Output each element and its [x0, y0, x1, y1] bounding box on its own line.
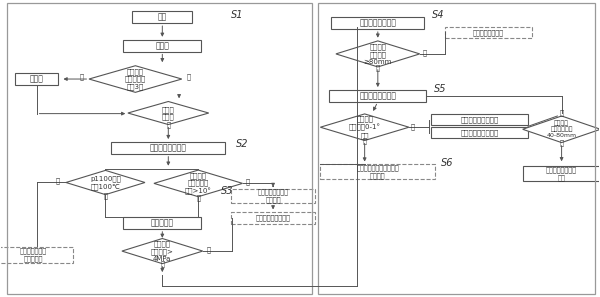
Text: 自动调平系统启动: 自动调平系统启动 — [359, 91, 397, 100]
FancyBboxPatch shape — [523, 166, 600, 181]
Polygon shape — [122, 238, 203, 264]
Polygon shape — [89, 66, 182, 92]
Text: 行程位移
传感器值
≥80mm: 行程位移 传感器值 ≥80mm — [364, 43, 392, 64]
Text: 是: 是 — [55, 178, 59, 184]
Text: 继续按照定转速运行: 继续按照定转速运行 — [256, 215, 290, 221]
Text: S1: S1 — [231, 10, 244, 20]
FancyBboxPatch shape — [112, 142, 225, 154]
Polygon shape — [66, 170, 145, 195]
Text: 开始: 开始 — [158, 12, 167, 21]
FancyBboxPatch shape — [445, 27, 532, 38]
Text: 是: 是 — [246, 178, 250, 185]
FancyBboxPatch shape — [231, 189, 315, 203]
Text: 提示无法运行支
腿液压系统: 提示无法运行支 腿液压系统 — [20, 248, 47, 262]
Text: 是: 是 — [80, 74, 84, 80]
Text: 继续保持转速运行: 继续保持转速运行 — [473, 29, 504, 36]
Text: 液压泵按转速运行: 液压泵按转速运行 — [359, 19, 397, 28]
Text: 是: 是 — [160, 261, 164, 267]
FancyBboxPatch shape — [431, 114, 528, 125]
Text: 否: 否 — [196, 194, 200, 200]
FancyBboxPatch shape — [133, 11, 192, 23]
Text: S2: S2 — [236, 139, 248, 149]
Text: 否: 否 — [411, 123, 415, 129]
Text: 倾角传感
器度数在0-1°
之间: 倾角传感 器度数在0-1° 之间 — [349, 116, 380, 139]
Text: 是: 是 — [362, 138, 367, 144]
Text: p1100温度
达到100℃: p1100温度 达到100℃ — [90, 176, 121, 189]
Text: 行程位移
传感器值是否
40-80mm: 行程位移 传感器值是否 40-80mm — [547, 120, 577, 138]
Text: 检查是否
初始化次数
超过3次: 检查是否 初始化次数 超过3次 — [125, 68, 146, 90]
Text: 测量是
否正常: 测量是 否正常 — [162, 106, 175, 120]
Text: 是: 是 — [560, 109, 563, 116]
Text: S3: S3 — [220, 186, 233, 196]
Text: 是: 是 — [166, 121, 170, 128]
Text: 前支腿油缸伸缩运动: 前支腿油缸伸缩运动 — [460, 116, 499, 123]
Text: S6: S6 — [440, 158, 453, 168]
Text: 提示无法运行支腿
液压系统: 提示无法运行支腿 液压系统 — [257, 189, 289, 203]
Text: 否: 否 — [186, 74, 190, 80]
Text: 是: 是 — [376, 64, 380, 70]
Polygon shape — [154, 170, 242, 197]
Text: 否: 否 — [560, 140, 563, 146]
Text: 否: 否 — [103, 192, 107, 198]
Text: 控制器处待机模式: 控制器处待机模式 — [150, 143, 187, 152]
FancyBboxPatch shape — [331, 17, 424, 29]
Text: 否: 否 — [423, 49, 427, 56]
Polygon shape — [523, 116, 600, 143]
FancyBboxPatch shape — [231, 212, 315, 224]
FancyBboxPatch shape — [124, 217, 201, 229]
Polygon shape — [320, 114, 409, 140]
Text: 后支腿油缸伸缩运动: 后支腿油缸伸缩运动 — [460, 129, 499, 136]
Text: 初始化: 初始化 — [155, 41, 169, 50]
FancyBboxPatch shape — [124, 40, 201, 52]
Text: 初始化: 初始化 — [29, 75, 44, 83]
Polygon shape — [128, 102, 209, 124]
FancyBboxPatch shape — [15, 73, 58, 85]
FancyBboxPatch shape — [431, 127, 528, 138]
Text: 液压泵运行: 液压泵运行 — [151, 219, 174, 228]
Polygon shape — [336, 41, 420, 67]
FancyBboxPatch shape — [329, 90, 427, 102]
Text: S4: S4 — [431, 10, 444, 20]
Text: 支腿液压系统停止
工作: 支腿液压系统停止 工作 — [546, 167, 577, 181]
Text: 压力传感
器值是否>
4MPa: 压力传感 器值是否> 4MPa — [151, 241, 174, 262]
FancyBboxPatch shape — [0, 247, 73, 263]
Text: S5: S5 — [434, 84, 446, 94]
Text: 否: 否 — [206, 247, 211, 253]
FancyBboxPatch shape — [320, 165, 435, 179]
Text: 调平结束，支腿液压系统
停止工作: 调平结束，支腿液压系统 停止工作 — [356, 165, 399, 179]
Text: 位置倾角
传感器检测
是否>10°: 位置倾角 传感器检测 是否>10° — [185, 172, 212, 195]
